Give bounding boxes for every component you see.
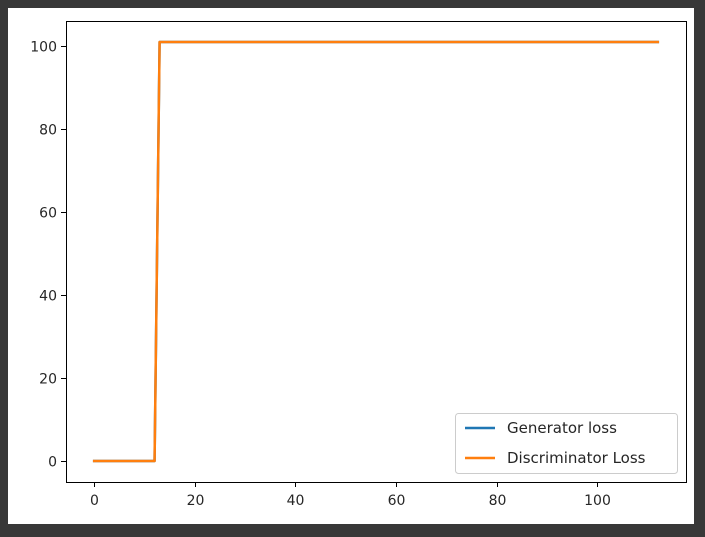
series-layer	[92, 40, 660, 463]
y-tick-label: 0	[48, 455, 57, 471]
series-line-generator-loss	[92, 40, 660, 463]
x-tick-label: 20	[187, 493, 205, 509]
y-tick-label: 20	[39, 372, 57, 388]
line-chart: 0 20 40 60 80 100 0 20 40 60 80 100 Generator loss…	[30, 21, 687, 509]
series-line-discriminator-loss	[92, 40, 660, 463]
legend-box	[455, 413, 678, 474]
x-tick-label: 40	[287, 493, 305, 509]
legend-label: Discriminator Loss	[507, 449, 646, 467]
x-tick-label: 0	[90, 493, 99, 509]
plot-area	[66, 21, 687, 483]
y-tick-label: 100	[30, 40, 57, 56]
x-tick-label: 60	[388, 493, 406, 509]
x-tick-label: 80	[489, 493, 507, 509]
x-tick-label: 100	[584, 493, 611, 509]
chart-figure: 0 20 40 60 80 100 0 20 40 60 80 100 Generator loss…	[8, 8, 694, 524]
legend: Generator loss Discriminator Loss	[455, 413, 678, 474]
x-axis: 0 20 40 60 80 100	[90, 482, 611, 509]
legend-label: Generator loss	[507, 419, 617, 437]
y-tick-label: 80	[39, 123, 57, 139]
y-tick-label: 40	[39, 289, 57, 305]
y-axis: 0 20 40 60 80 100	[30, 40, 66, 471]
y-tick-label: 60	[39, 206, 57, 222]
